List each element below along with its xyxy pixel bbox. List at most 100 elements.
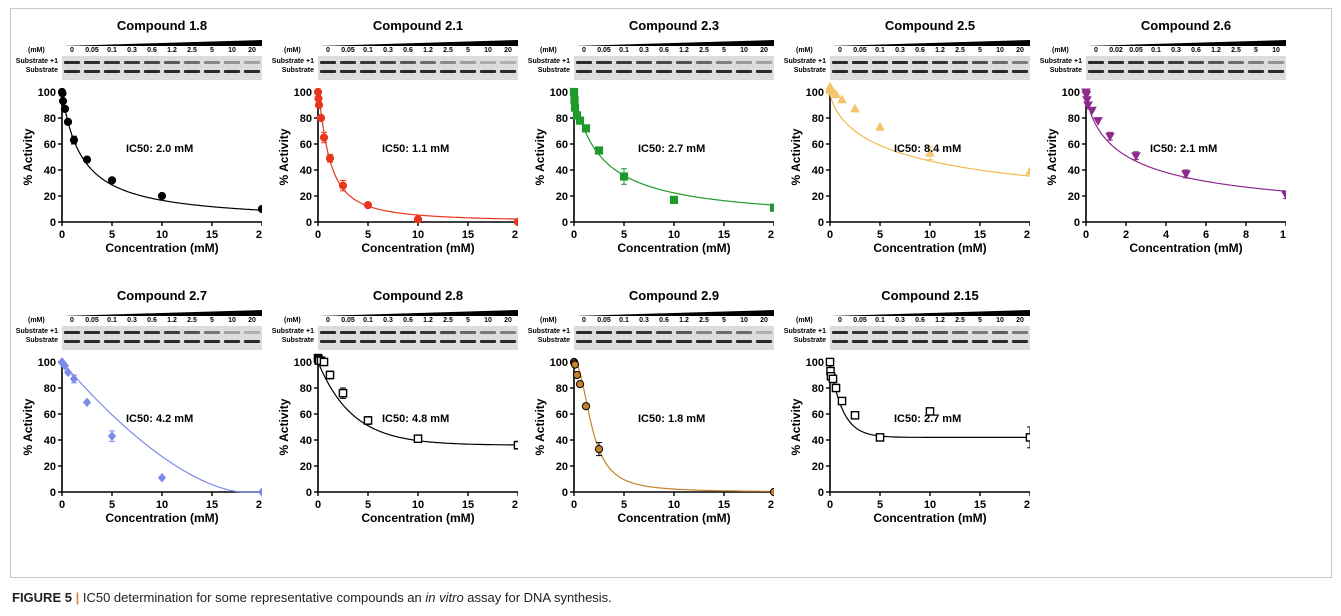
- plot-area: 0 20 40 60 80 100 0 2 4 6 8 10 Concentration (mM) % A…: [1045, 87, 1286, 255]
- y-tick-label: 0: [818, 217, 824, 229]
- gel-band-substrate: [912, 70, 928, 73]
- gel-band-product: [1168, 61, 1184, 64]
- y-axis-label: % Activity: [789, 128, 803, 185]
- data-series: [569, 357, 774, 497]
- gel-band-substrate: [932, 70, 948, 73]
- y-tick-label: 20: [812, 191, 824, 203]
- gel-band-substrate: [892, 70, 908, 73]
- gel-band-product: [124, 61, 140, 64]
- gel-band-product: [1188, 61, 1204, 64]
- error-bar: [1283, 190, 1286, 200]
- gel-lane-concentration: 0.1: [875, 317, 885, 324]
- gel-unit-label: (mM): [540, 317, 557, 324]
- y-tick-label: 40: [812, 435, 824, 447]
- gel-band-substrate: [164, 70, 180, 73]
- data-point: [325, 154, 335, 163]
- gel-band-product: [872, 331, 888, 334]
- x-axis-label: Concentration (mM): [617, 241, 730, 255]
- gel-band-product: [832, 331, 848, 334]
- gel-lane-concentration: 0: [838, 47, 842, 54]
- gel-band-product: [64, 61, 80, 64]
- x-tick-label: 4: [1163, 229, 1170, 241]
- gel-band-product: [616, 331, 632, 334]
- y-tick-label: 60: [556, 139, 568, 151]
- y-tick-label: 80: [812, 383, 824, 395]
- plot-area: 0 20 40 60 80 100 0 5 10 15 20 Concentration (mM) % …: [789, 82, 1030, 255]
- gel-band-product: [1012, 331, 1028, 334]
- gel-label-substrate-plus1: Substrate +1: [527, 328, 570, 335]
- gel-lane-concentration: 20: [248, 47, 256, 54]
- data-point: [1131, 152, 1141, 161]
- y-tick-label: 0: [1074, 217, 1080, 229]
- concentration-wedge: [62, 40, 262, 46]
- gel-band-product: [1208, 61, 1224, 64]
- gel-lane-concentration: 5: [466, 317, 470, 324]
- fit-curve: [317, 361, 518, 446]
- x-axis-label: Concentration (mM): [617, 511, 730, 525]
- gel-lane-concentration: 2.5: [187, 317, 197, 324]
- gel-lane-concentration: 10: [1272, 47, 1280, 54]
- gel-band-substrate: [480, 70, 496, 73]
- y-tick-label: 60: [556, 409, 568, 421]
- chart-title: Compound 2.6: [1140, 18, 1232, 33]
- gel-band-product: [1268, 61, 1284, 64]
- gel-lane-concentration: 0.05: [341, 47, 355, 54]
- fit-curve: [573, 91, 774, 206]
- gel-band-product: [400, 331, 416, 334]
- gel-label-substrate-plus1: Substrate +1: [271, 328, 314, 335]
- caption-separator: |: [75, 590, 80, 605]
- data-point: [363, 201, 373, 210]
- plot-area: 0 20 40 60 80 100 0 5 10 15 20 Concentration (mM) % …: [533, 87, 774, 255]
- gel-band-substrate: [1128, 70, 1144, 73]
- data-point: [837, 396, 847, 406]
- x-tick-label: 15: [206, 499, 218, 511]
- data-point: [570, 360, 580, 369]
- gel-band-product: [380, 331, 396, 334]
- gel-band-substrate: [460, 70, 476, 73]
- gel-unit-label: (mM): [284, 47, 301, 54]
- y-tick-label: 100: [1062, 87, 1080, 99]
- y-tick-label: 60: [300, 409, 312, 421]
- gel-lane-concentration: 0.1: [363, 317, 373, 324]
- panel-grid: Compound 1.8 (mM) 0 0.05 0.1 0.3 0.6 1.2 2.5 5 10 2…: [16, 18, 1286, 525]
- chart-title: Compound 2.15: [881, 288, 979, 303]
- gel-band-substrate: [380, 70, 396, 73]
- gel-lane-concentration: 1.2: [167, 317, 177, 324]
- x-axis-label: Concentration (mM): [105, 241, 218, 255]
- gel-lane-concentration: 0.6: [915, 47, 925, 54]
- y-tick-label: 60: [1068, 139, 1080, 151]
- axes: [573, 360, 774, 493]
- gel-band-product: [932, 61, 948, 64]
- x-tick-label: 20: [512, 499, 518, 511]
- gel-band-product: [576, 61, 592, 64]
- data-point: [619, 172, 629, 181]
- gel-image: [318, 326, 518, 350]
- gel-lane-concentration: 0.6: [659, 317, 669, 324]
- gel-lane-concentration: 0: [326, 317, 330, 324]
- gel-label-substrate-plus1: Substrate +1: [1039, 58, 1082, 65]
- data-point: [850, 411, 860, 420]
- ic50-label: IC50: 2.1 mM: [1150, 143, 1218, 155]
- ic50-label: IC50: 2.7 mM: [894, 413, 962, 425]
- gel-band-substrate: [104, 70, 120, 73]
- y-tick-label: 40: [300, 435, 312, 447]
- plot-area: 0 20 40 60 80 100 0 5 10 15 20 Concentration (mM) % …: [533, 357, 774, 525]
- gel-band-product: [244, 331, 260, 334]
- gel-band-product: [340, 61, 356, 64]
- gel-unit-label: (mM): [540, 47, 557, 54]
- y-axis-label: % Activity: [533, 128, 547, 185]
- x-tick-label: 20: [768, 229, 774, 241]
- data-point: [316, 113, 326, 123]
- x-tick-label: 5: [109, 499, 115, 511]
- gel-label-substrate: Substrate: [537, 337, 570, 344]
- gel-band-product: [320, 61, 336, 64]
- data-point: [257, 487, 262, 497]
- x-tick-label: 15: [974, 229, 986, 241]
- gel-band-product: [184, 331, 200, 334]
- x-tick-label: 0: [315, 229, 321, 241]
- data-point: [570, 103, 580, 112]
- gel-band-product: [676, 61, 692, 64]
- data-point: [1105, 132, 1115, 142]
- axes: [1085, 90, 1286, 223]
- gel-band-substrate: [124, 70, 140, 73]
